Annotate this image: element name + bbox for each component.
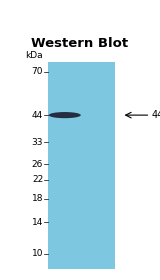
Text: 33: 33 [32,137,43,146]
Text: kDa: kDa [26,51,43,60]
Text: 26: 26 [32,160,43,169]
Bar [48,62,115,269]
Text: Western Blot: Western Blot [31,38,129,50]
Text: 10: 10 [32,249,43,258]
Ellipse shape [49,112,81,118]
Text: 44: 44 [32,111,43,120]
Text: 70: 70 [32,67,43,76]
Text: 22: 22 [32,175,43,185]
Text: 14: 14 [32,218,43,227]
Text: 18: 18 [32,194,43,203]
Text: 44kDa: 44kDa [152,110,160,120]
